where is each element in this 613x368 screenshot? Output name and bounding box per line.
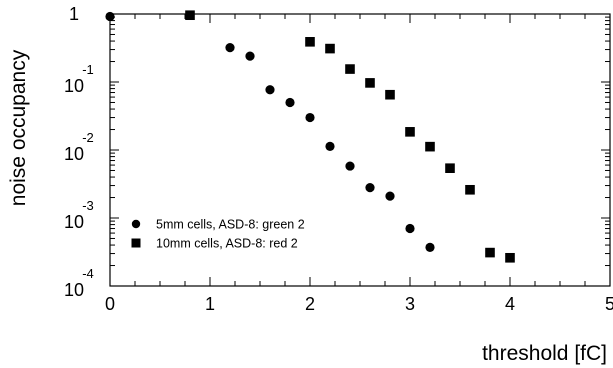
data-point-circle (325, 141, 335, 151)
y-tick-label-base: 10 (64, 144, 84, 164)
data-point-circle (105, 11, 115, 22)
ticks (109, 13, 611, 287)
data-point-square (185, 10, 195, 21)
legend-marker-square (131, 238, 141, 248)
y-tick-label-exponent: -3 (82, 198, 94, 213)
data-point-square (445, 163, 455, 173)
data-point-square (325, 43, 335, 54)
data-point-circle (285, 97, 295, 108)
y-axis-title: noise occupancy (7, 49, 30, 206)
legend-label: 5mm cells, ASD-8: green 2 (156, 218, 305, 232)
data-point-circle (345, 161, 355, 171)
data-point-circle (245, 51, 255, 61)
data-point-circle (265, 85, 275, 95)
legend: 5mm cells, ASD-8: green 2 10mm cells, ASD… (131, 218, 305, 251)
data-point-square (365, 78, 375, 88)
data-point-circle (405, 223, 415, 234)
y-tick-label-base: 10 (64, 280, 84, 300)
x-tick-label: 2 (305, 294, 315, 314)
legend-marker-circle (131, 219, 141, 229)
data-point-circle (225, 43, 235, 53)
data-point-square (405, 127, 415, 137)
y-tick-label-base: 10 (64, 76, 84, 96)
y-tick-label-exponent: -4 (82, 266, 94, 281)
legend-label: 10mm cells, ASD-8: red 2 (156, 237, 298, 251)
data-point-square (345, 64, 355, 74)
data-points (105, 10, 515, 263)
data-point-square (425, 141, 435, 152)
x-tick-label: 1 (205, 294, 215, 314)
x-tick-label: 0 (105, 294, 115, 314)
y-tick-label-exponent: -2 (82, 130, 94, 145)
data-point-square (505, 252, 515, 263)
x-axis-title: threshold [fC] (482, 342, 607, 365)
x-tick-label: 3 (405, 294, 415, 314)
x-tick-label: 5 (605, 294, 613, 314)
data-point-square (305, 37, 315, 47)
data-point-square (485, 247, 495, 258)
data-point-circle (385, 191, 395, 201)
data-point-square (385, 89, 395, 100)
y-tick-label-exponent: -1 (82, 62, 94, 77)
data-point-square (465, 184, 475, 195)
y-tick-label: 1 (69, 4, 79, 24)
data-point-circle (425, 242, 435, 252)
x-tick-label: 4 (505, 294, 515, 314)
data-point-circle (305, 112, 315, 123)
data-point-circle (365, 182, 375, 193)
y-tick-label-base: 10 (64, 212, 84, 232)
